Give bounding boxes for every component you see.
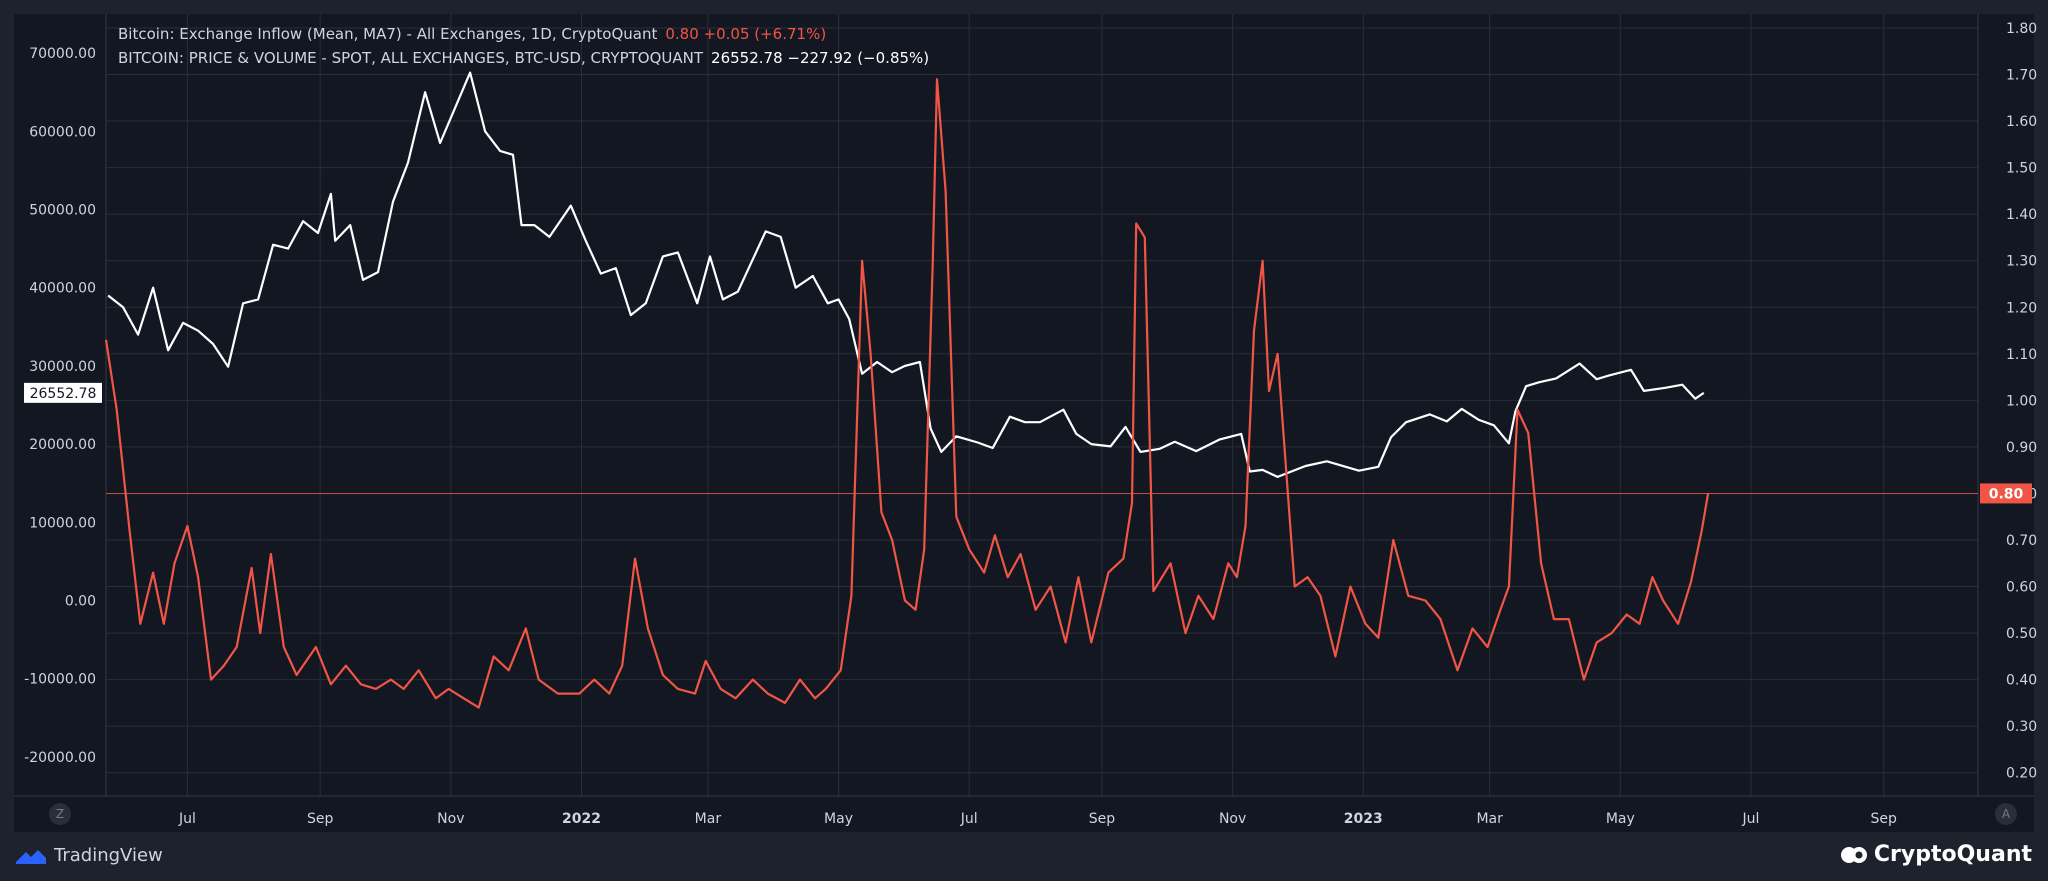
right-tick-label: 1.30: [2006, 254, 2037, 270]
right-tick-label: 1.50: [2006, 161, 2037, 177]
series-layer: [104, 71, 1710, 709]
price-series-line[interactable]: [107, 71, 1705, 478]
legend-inflow-value: 0.80 +0.05 (+6.71%): [665, 25, 827, 43]
right-tick-label: 1.20: [2006, 300, 2037, 316]
right-tick-label: 1.40: [2006, 207, 2037, 223]
legend-row-price[interactable]: BITCOIN: PRICE & VOLUME - SPOT, ALL EXCH…: [118, 46, 929, 70]
auto-scale-left-button[interactable]: Z: [49, 803, 71, 825]
right-tick-label: 1.60: [2006, 114, 2037, 130]
x-tick-label: 2023: [1344, 811, 1383, 827]
left-tick-label: -10000.00: [24, 672, 96, 688]
legend-price-label: BITCOIN: PRICE & VOLUME - SPOT, ALL EXCH…: [118, 49, 704, 67]
tradingview-label: TradingView: [54, 845, 163, 866]
last-price-marker-label: 26552.78: [30, 386, 97, 402]
legend-row-inflow[interactable]: Bitcoin: Exchange Inflow (Mean, MA7) - A…: [118, 22, 929, 46]
left-tick-label: 10000.00: [29, 515, 96, 531]
last-value-markers: 26552.78 0.80: [24, 382, 2032, 504]
left-tick-label: -20000.00: [24, 750, 96, 766]
right-tick-label: 0.30: [2006, 719, 2037, 735]
x-tick-label: Nov: [1219, 811, 1246, 827]
x-tick-label: May: [1606, 811, 1635, 827]
right-tick-label: 0.50: [2006, 626, 2037, 642]
legend-inflow-label: Bitcoin: Exchange Inflow (Mean, MA7) - A…: [118, 25, 658, 43]
x-tick-label: Sep: [1089, 811, 1116, 827]
x-tick-label: 2022: [562, 811, 601, 827]
right-tick-label: 1.70: [2006, 68, 2037, 84]
x-tick-label: Nov: [437, 811, 464, 827]
right-tick-label: 0.60: [2006, 580, 2037, 596]
last-inflow-marker-label: 0.80: [1989, 486, 2024, 502]
x-tick-label: Jul: [960, 811, 978, 827]
legend-price-value: 26552.78 −227.92 (−0.85%): [711, 49, 930, 67]
x-tick-label: Mar: [695, 811, 722, 827]
last-price-marker: [24, 382, 102, 403]
left-tick-label: 40000.00: [29, 281, 96, 297]
time-axis[interactable]: Jul Sep Nov 2022 Mar May Jul Sep Nov 2023 Mar May Ju…: [178, 811, 1897, 827]
cryptoquant-logo-icon: [1840, 846, 1867, 863]
left-tick-label: 20000.00: [29, 437, 96, 453]
left-tick-label: 30000.00: [29, 359, 96, 375]
x-tick-label: Sep: [1871, 811, 1898, 827]
cryptoquant-brand: CryptoQuant: [1840, 842, 2032, 867]
left-price-axis[interactable]: 70000.00 60000.00 50000.00 40000.00 30000.00…: [24, 46, 96, 766]
left-tick-label: 0.00: [65, 594, 96, 610]
right-tick-label: 0.70: [2006, 533, 2037, 549]
x-tick-label: Jul: [1742, 811, 1760, 827]
inflow-series-line[interactable]: [104, 78, 1710, 709]
x-tick-label: Jul: [178, 811, 196, 827]
right-tick-label: 0.40: [2006, 673, 2037, 689]
last-inflow-marker: [1980, 483, 2032, 504]
left-tick-label: 70000.00: [29, 46, 96, 62]
auto-scale-right-button[interactable]: A: [1995, 803, 2017, 825]
tradingview-brand[interactable]: TradingView: [14, 845, 163, 866]
right-tick-label: 0.20: [2006, 766, 2037, 782]
right-tick-label: 1.80: [2006, 21, 2037, 37]
tradingview-logo-icon: [16, 849, 46, 864]
left-tick-label: 60000.00: [29, 124, 96, 140]
cryptoquant-label: CryptoQuant: [1873, 842, 2032, 867]
legend: Bitcoin: Exchange Inflow (Mean, MA7) - A…: [118, 22, 929, 70]
x-tick-label: Mar: [1476, 811, 1503, 827]
right-tick-label: 0.90: [2006, 440, 2037, 456]
right-tick-label: 1.10: [2006, 347, 2037, 363]
x-tick-label: Sep: [307, 811, 334, 827]
right-tick-label: 1.00: [2006, 393, 2037, 409]
left-tick-label: 50000.00: [29, 203, 96, 219]
x-tick-label: May: [824, 811, 853, 827]
